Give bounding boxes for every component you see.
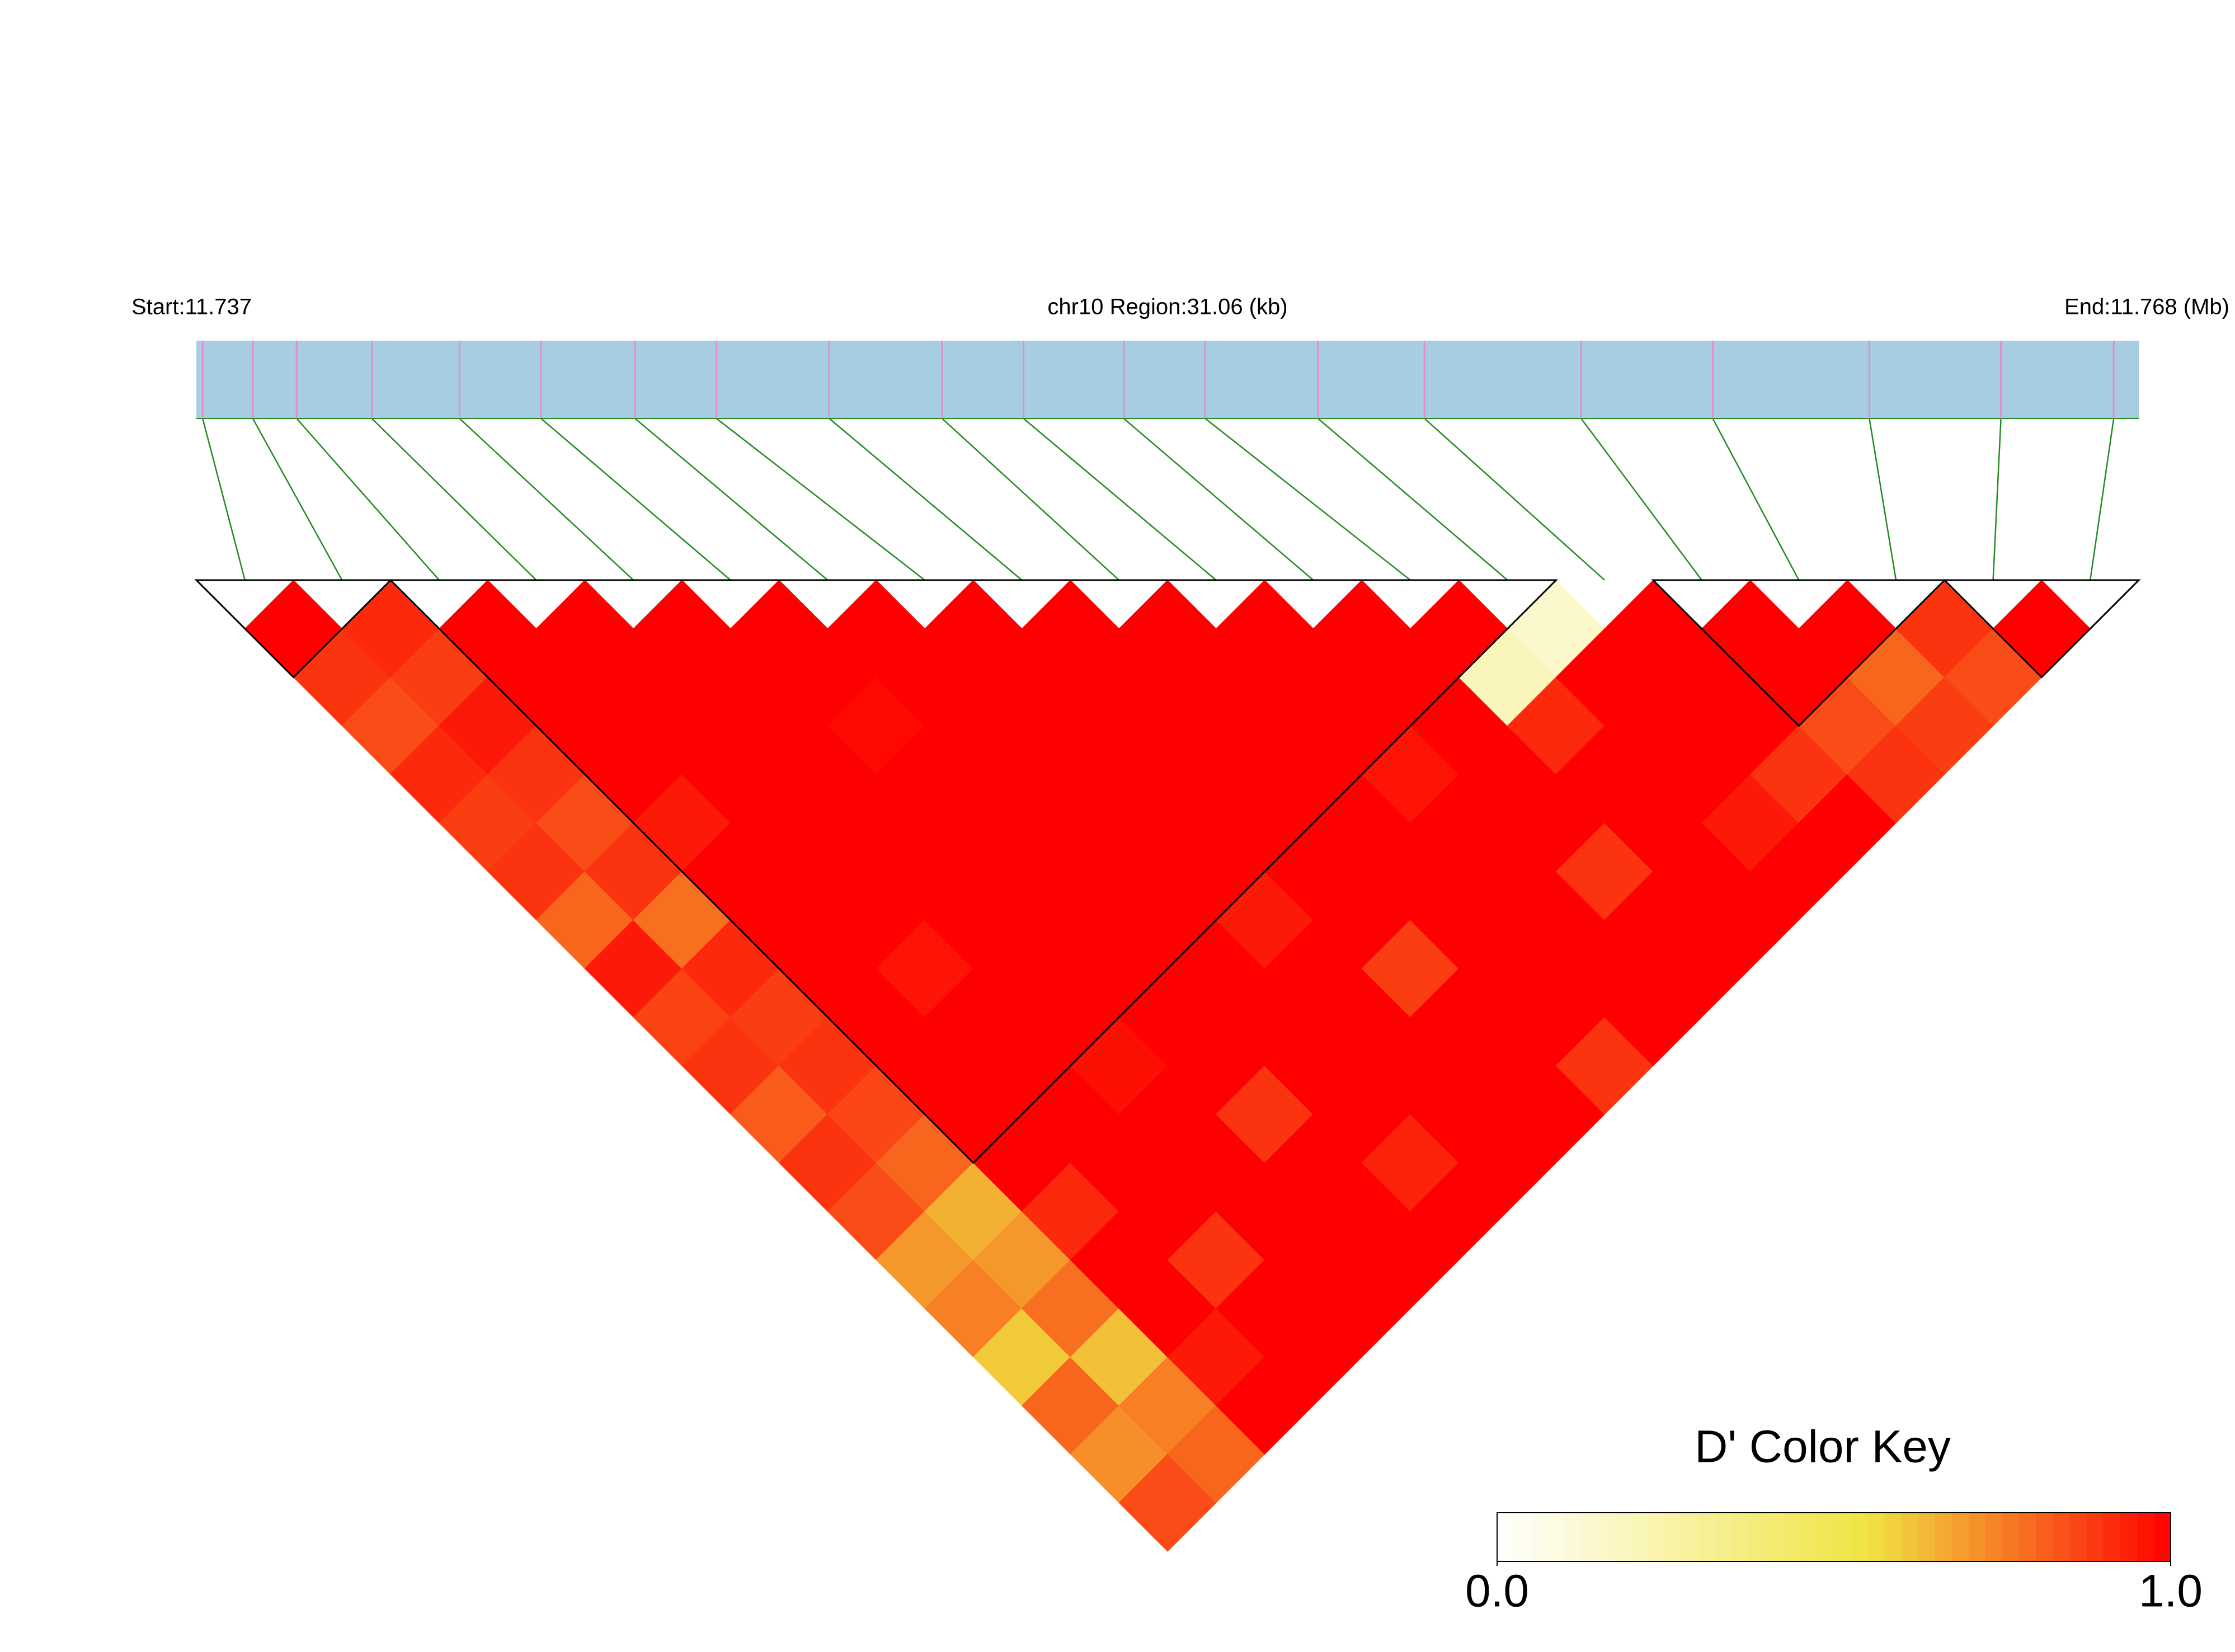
snp-connector [371,418,537,581]
snp-connector [1869,418,1897,581]
snp-connector [1424,418,1606,581]
color-key-stripe [1951,1513,1969,1561]
color-key-stripe [2153,1513,2171,1561]
color-key-stripe [2103,1513,2121,1561]
color-key-tick-label: 1.0 [2139,1566,2203,1617]
ld-block-outline [1651,579,1947,727]
color-key-stripe [1733,1513,1750,1561]
color-key-stripe [1564,1513,1582,1561]
color-key-stripe [1581,1513,1599,1561]
snp-connector [941,418,1120,581]
color-key-stripe [1631,1513,1649,1561]
color-key-stripe [2069,1513,2087,1561]
color-key-stripe [1547,1513,1565,1561]
color-key-stripe [2120,1513,2138,1561]
color-key-stripe [2053,1513,2070,1561]
color-key-stripe [1514,1513,1531,1561]
color-key-stripe [1497,1513,1514,1561]
snp-connector [1317,418,1508,581]
ld-block-outline [194,579,393,679]
color-key-stripe [1834,1513,1851,1561]
chart-title: chr10 Region:31.06 (kb) [1047,295,1287,319]
color-key-stripe [1817,1513,1834,1561]
ld-block-outline [1942,579,2141,679]
color-key-stripe [1968,1513,1986,1561]
color-key-stripe [1749,1513,1767,1561]
end-label: End:11.768 (Mb) [2064,295,2229,319]
color-key-stripe [1531,1513,1548,1561]
color-key-stripe [1884,1513,1902,1561]
color-key-stripe [2137,1513,2154,1561]
color-key-stripe [2086,1513,2104,1561]
snp-connector [252,418,343,581]
snp-connector [540,418,731,581]
color-key-stripe [1665,1513,1683,1561]
snp-connector [1204,418,1411,581]
snp-connector [829,418,1023,581]
color-key-stripe [1800,1513,1818,1561]
ld-block-outline [388,579,1559,1164]
color-key-stripe [1985,1513,2003,1561]
color-key-stripe [1699,1513,1716,1561]
snp-connector [1123,418,1314,581]
color-key-tick-label: 0.0 [1465,1566,1529,1617]
color-key-stripe [2019,1513,2036,1561]
snp-connector [2089,418,2115,581]
snp-connector [1712,418,1800,581]
color-key-stripe [1783,1513,1801,1561]
color-key-frame [1497,1512,2171,1562]
snp-connector [1023,418,1217,581]
snp-connector [201,418,246,581]
color-key-stripe [1598,1513,1616,1561]
snp-connector [459,418,634,581]
snp-connector [1580,418,1702,581]
snp-connector [716,418,925,581]
color-key-stripe [2002,1513,2020,1561]
position-bar [196,341,2139,418]
color-key-stripe [1615,1513,1632,1561]
snp-connector [634,418,829,581]
color-key-title: D' Color Key [1695,1422,1951,1472]
snp-connector [296,418,440,581]
color-key-stripe [1935,1513,1952,1561]
color-key-stripe [1851,1513,1868,1561]
color-key-stripe [1682,1513,1700,1561]
snp-connector [1992,418,2002,581]
start-label: Start:11.737 [131,295,252,319]
color-key-stripe [1918,1513,1936,1561]
color-key-stripe [1716,1513,1733,1561]
color-key-stripe [1648,1513,1666,1561]
color-key-stripe [2036,1513,2053,1561]
color-key-stripe [1901,1513,1918,1561]
color-key-stripe [1766,1513,1784,1561]
color-key-stripe [1867,1513,1885,1561]
